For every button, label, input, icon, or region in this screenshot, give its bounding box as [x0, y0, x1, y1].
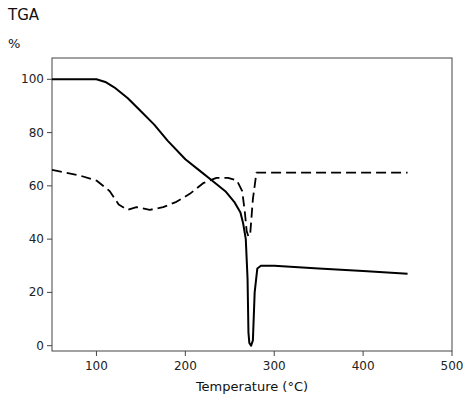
x-tick-label: 100 [85, 359, 108, 373]
x-tick [363, 351, 364, 356]
y-tick [47, 345, 52, 346]
x-tick-label: 300 [263, 359, 286, 373]
x-tick [96, 351, 97, 356]
chart-svg: 100 200 300 400 500 0 20 40 60 80 100 TGA% Temperatu… [0, 0, 474, 401]
x-tick-label: 200 [174, 359, 197, 373]
chart-container: 100 200 300 400 500 0 20 40 60 80 100 TGA% Temperatu… [0, 0, 474, 401]
x-tick-label: 500 [441, 359, 464, 373]
y-tick-label: 60 [29, 179, 44, 193]
title: TGA [7, 6, 40, 24]
y-tick [47, 292, 52, 293]
y-tick [47, 79, 52, 80]
x-tick [452, 351, 453, 356]
y-tick [47, 132, 52, 133]
x-tick [274, 351, 275, 356]
y-tick-label: 40 [29, 232, 44, 246]
plot-frame [52, 58, 452, 351]
y-tick-label: 80 [29, 126, 44, 140]
y-axis-label: % [8, 36, 20, 51]
series-line [52, 170, 408, 237]
y-tick [47, 239, 52, 240]
x-axis-label: Temperature (°C) [195, 379, 308, 394]
series-line [52, 79, 408, 345]
y-tick-label: 100 [21, 72, 44, 86]
y-tick [47, 185, 52, 186]
y-tick-label: 0 [36, 339, 44, 353]
x-tick-label: 400 [352, 359, 375, 373]
x-tick [185, 351, 186, 356]
plot-area [52, 79, 408, 345]
y-tick-label: 20 [29, 285, 44, 299]
